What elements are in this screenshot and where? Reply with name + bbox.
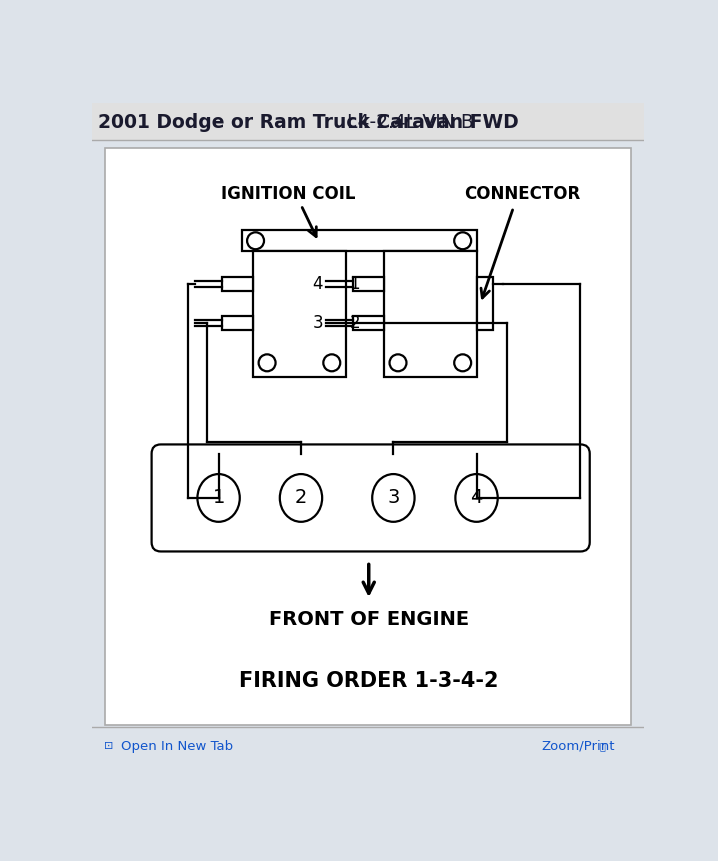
Text: Zoom/Print: Zoom/Print — [541, 740, 615, 753]
Circle shape — [390, 355, 406, 371]
Text: 🔍: 🔍 — [600, 741, 606, 752]
Bar — [223, 277, 253, 291]
Circle shape — [247, 232, 264, 249]
Circle shape — [323, 355, 340, 371]
Text: 4: 4 — [312, 276, 323, 294]
Bar — [92, 103, 645, 140]
Text: L4-2.4L VIN B: L4-2.4L VIN B — [348, 113, 474, 132]
Bar — [106, 148, 630, 726]
Bar — [384, 251, 477, 376]
Text: FIRING ORDER 1-3-4-2: FIRING ORDER 1-3-4-2 — [239, 671, 498, 691]
Ellipse shape — [372, 474, 414, 522]
Text: 1: 1 — [350, 276, 360, 294]
Text: Open In New Tab: Open In New Tab — [121, 740, 233, 753]
Text: 3: 3 — [312, 313, 323, 331]
Text: FRONT OF ENGINE: FRONT OF ENGINE — [269, 610, 469, 629]
Text: 2001 Dodge or Ram Truck Caravan FWD: 2001 Dodge or Ram Truck Caravan FWD — [98, 113, 525, 132]
FancyBboxPatch shape — [151, 444, 589, 551]
Bar — [353, 316, 384, 330]
Ellipse shape — [455, 474, 498, 522]
Circle shape — [258, 355, 276, 371]
Bar — [223, 316, 253, 330]
Ellipse shape — [197, 474, 240, 522]
Text: 3: 3 — [387, 488, 400, 507]
Text: 4: 4 — [470, 488, 482, 507]
Text: 2: 2 — [295, 488, 307, 507]
Text: 1: 1 — [213, 488, 225, 507]
Circle shape — [454, 232, 471, 249]
Text: CONNECTOR: CONNECTOR — [465, 185, 581, 203]
Bar — [242, 231, 477, 251]
Bar — [92, 727, 645, 766]
Bar — [477, 276, 493, 331]
Circle shape — [454, 355, 471, 371]
Text: 2: 2 — [350, 313, 360, 331]
Text: IGNITION COIL: IGNITION COIL — [220, 185, 355, 203]
Bar — [353, 277, 384, 291]
Text: ⊡: ⊡ — [104, 741, 113, 752]
Bar — [253, 251, 345, 376]
Ellipse shape — [280, 474, 322, 522]
